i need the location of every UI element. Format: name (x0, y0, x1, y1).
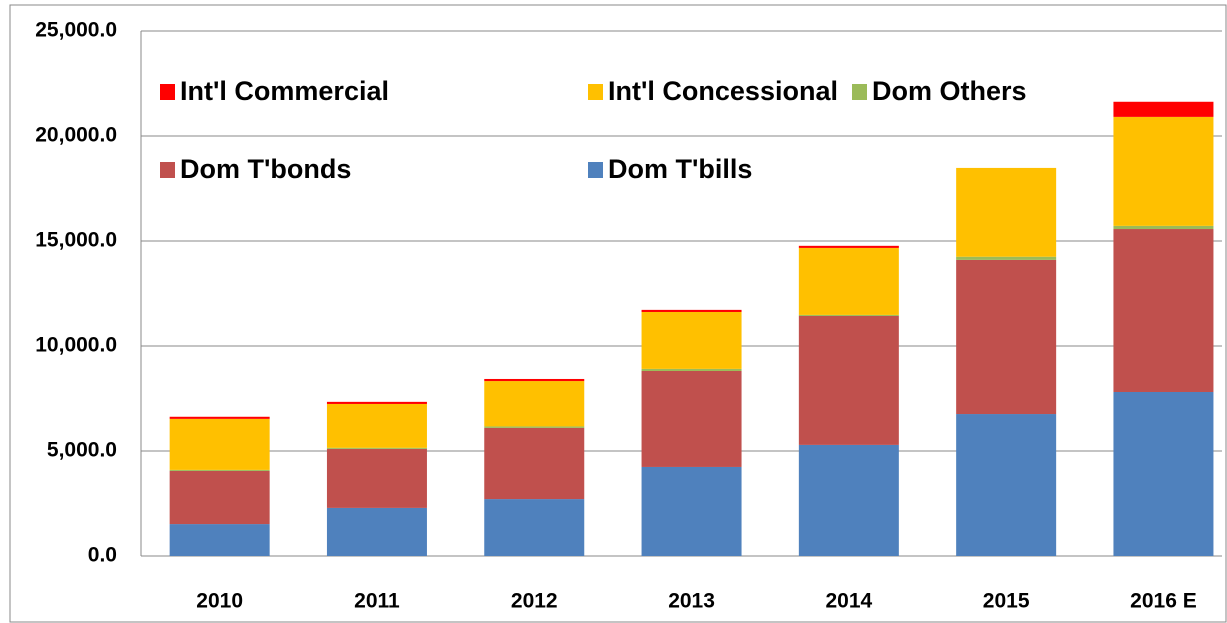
bar-segment (641, 311, 742, 369)
bar-segment (641, 370, 742, 467)
bar-segment (798, 247, 899, 315)
bar-segment (641, 466, 742, 556)
bar-segment (484, 381, 585, 427)
legend-label: Dom T'bonds (180, 154, 351, 184)
bar-segment (641, 309, 742, 312)
bar-segment (169, 469, 270, 471)
bar-segment (326, 507, 427, 556)
legend-swatch (160, 162, 175, 178)
bar-segment (326, 401, 427, 404)
legend-label: Dom Others (872, 76, 1027, 106)
x-tick-label: 2015 (983, 590, 1030, 613)
bar-segment (1113, 116, 1214, 226)
bar-segment (956, 256, 1057, 260)
bar-segment (798, 245, 899, 248)
bar-segment (169, 524, 270, 556)
bar-segment (798, 315, 899, 445)
legend-swatch (160, 84, 175, 100)
y-tick-label: 15,000.0 (35, 229, 117, 252)
legend-label: Int'l Commercial (180, 76, 389, 106)
bar-segment (169, 418, 270, 470)
bar-segment (641, 368, 742, 371)
x-tick-label: 2012 (511, 590, 558, 613)
x-tick-label: 2016 E (1130, 590, 1197, 613)
bar-segment (1113, 391, 1214, 556)
legend-swatch (588, 84, 603, 100)
bar-segment (1113, 225, 1214, 230)
bar-segment (484, 378, 585, 382)
y-tick-label: 25,000.0 (35, 19, 117, 42)
y-tick-label: 10,000.0 (35, 334, 117, 357)
bar-segment (956, 414, 1057, 556)
chart-border (9, 4, 1227, 623)
x-tick-label: 2011 (354, 590, 400, 613)
y-tick-label: 20,000.0 (35, 124, 117, 147)
bar-segment (484, 499, 585, 556)
bar-segment (798, 314, 899, 316)
bar-segment (1113, 101, 1214, 117)
y-tick-label: 0.0 (88, 544, 117, 567)
bar-segment (798, 444, 899, 556)
legend-label: Dom T'bills (608, 154, 752, 184)
bar-segment (956, 167, 1057, 257)
bar-segment (326, 447, 427, 449)
bar-segment (169, 470, 270, 525)
legend-swatch (588, 162, 603, 178)
bar-segment (484, 427, 585, 500)
bar-segment (326, 403, 427, 448)
y-tick-label: 5,000.0 (47, 439, 117, 462)
bar-segment (484, 426, 585, 428)
x-tick-label: 2014 (825, 590, 872, 613)
x-tick-label: 2013 (668, 590, 715, 613)
bar-segment (169, 416, 270, 419)
bar-segment (956, 259, 1057, 415)
legend-swatch (852, 84, 867, 100)
x-tick-label: 2010 (196, 590, 243, 613)
bar-segment (326, 448, 427, 508)
bar-segment (1113, 229, 1214, 392)
legend-label: Int'l Concessional (608, 76, 838, 106)
